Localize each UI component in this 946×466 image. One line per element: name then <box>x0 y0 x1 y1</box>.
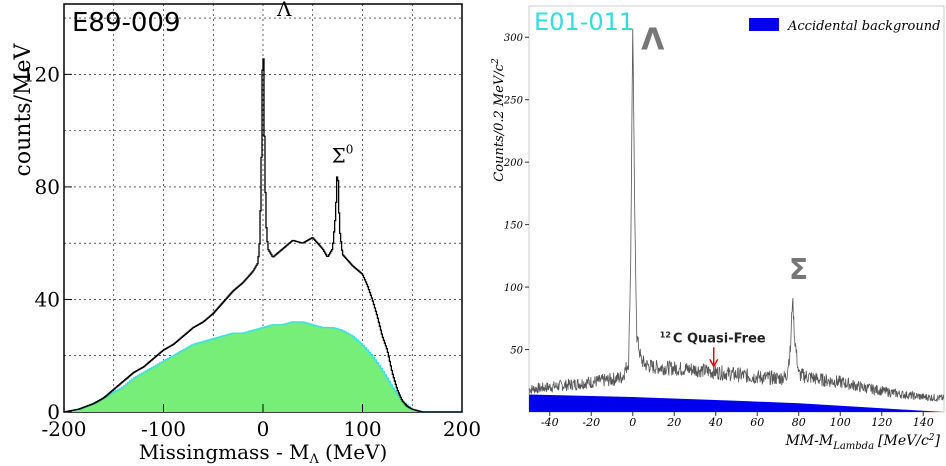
right-x-axis-label-unit-end: ] <box>934 433 941 449</box>
left-series-data <box>64 58 462 413</box>
right-y-axis-label-main: Counts/0.2 MeV/c <box>492 63 507 181</box>
right-annotation-quasi-free-text: C Quasi-Free <box>673 331 766 346</box>
left-x-tick-label: -100 <box>141 417 186 441</box>
left-series-accidental <box>64 321 462 413</box>
right-y-axis-label-sup: 2 <box>491 58 501 65</box>
right-x-tick-label: 60 <box>750 416 764 429</box>
left-y-axis-label: counts/MeV <box>11 42 36 176</box>
right-y-tick-label: 50 <box>510 346 523 357</box>
left-ticks: -200 -100 0 100 200 0 40 80 120 <box>22 62 481 441</box>
left-x-tick-label: -200 <box>42 417 87 441</box>
right-x-axis-label-unit-sup: 2 <box>928 433 935 443</box>
right-x-tick-label: 20 <box>666 416 681 429</box>
left-x-tick-label: 200 <box>443 417 481 441</box>
left-y-tick-label: 120 <box>22 62 60 86</box>
right-x-axis-label: MM-MLambda [MeV/c2] <box>784 433 940 452</box>
right-x-axis-label-main: MM-M <box>784 433 833 449</box>
right-x-tick-label: -40 <box>541 416 559 429</box>
left-annotation: Σ0 <box>332 142 354 167</box>
right-legend: Accidental background <box>749 18 940 34</box>
left-y-tick-label: 0 <box>47 400 60 424</box>
right-x-axis-label-unit: [MeV/c <box>878 433 929 449</box>
right-y-tick-label: 300 <box>504 33 524 44</box>
right-series <box>528 28 944 412</box>
right-y-tick-label: 100 <box>504 283 524 294</box>
right-x-tick-label: -20 <box>582 416 600 429</box>
left-annotation-text: Λ <box>276 0 292 21</box>
left-annotation-text: Σ <box>332 143 346 167</box>
left-x-axis-label-sub: Λ <box>309 452 320 466</box>
right-plot-frame <box>528 5 945 413</box>
right-x-tick-label: 100 <box>830 416 851 429</box>
right-annotations: Λ Σ 12 C Quasi-Free <box>641 23 808 368</box>
right-x-tick-label: 140 <box>913 416 934 429</box>
right-quasi-free-arrow-head <box>709 358 719 368</box>
right-annotation-quasi-free-sup: 12 <box>660 330 671 339</box>
right-ticks: -40 -20 0 20 40 60 80 100 120 140 50 100 150 200 250 30… <box>503 33 934 429</box>
left-series <box>64 58 462 413</box>
right-y-tick-label: 150 <box>504 221 524 232</box>
left-x-axis-label-unit: (MeV) <box>325 440 387 464</box>
left-annotations: Λ Σ0 <box>276 0 353 167</box>
left-x-tick-label: 100 <box>343 417 381 441</box>
right-x-axis-label-sub: Lambda <box>832 441 874 452</box>
left-x-tick-label: 0 <box>257 417 270 441</box>
right-x-tick-label: 40 <box>708 416 723 429</box>
right-series-accidental-background <box>529 394 944 412</box>
legend-swatch-accidental <box>749 18 779 31</box>
right-chart-title: E01-011 <box>534 8 634 36</box>
right-chart: -40 -20 0 20 40 60 80 100 120 140 50 100 150 200 250 30… <box>491 5 945 452</box>
left-y-tick-label: 40 <box>35 287 60 311</box>
right-annotation-sigma: Σ <box>789 253 808 286</box>
right-series-data <box>528 28 944 403</box>
right-y-axis-label: Counts/0.2 MeV/c2 <box>491 58 507 182</box>
right-y-tick-label: 200 <box>503 158 524 169</box>
left-chart: -200 -100 0 100 200 0 40 80 120 E89-009 counts/M… <box>11 0 481 466</box>
left-y-tick-label: 80 <box>35 175 60 199</box>
right-y-tick-label: 250 <box>503 96 524 107</box>
left-annotation-sup: 0 <box>346 142 354 156</box>
left-chart-title: E89-009 <box>72 8 181 38</box>
left-annotation: Λ <box>276 0 292 21</box>
left-x-axis-label-main: Missingmass - M <box>139 440 310 464</box>
left-x-axis-label: Missingmass - MΛ (MeV) <box>139 440 388 466</box>
legend-label-accidental: Accidental background <box>787 19 940 34</box>
right-x-tick-label: 80 <box>792 416 806 429</box>
right-x-tick-label: 120 <box>871 416 892 429</box>
right-annotation-quasi-free: 12 C Quasi-Free <box>660 330 766 346</box>
right-annotation-lambda: Λ <box>641 23 665 58</box>
right-x-tick-label: 0 <box>629 416 636 429</box>
